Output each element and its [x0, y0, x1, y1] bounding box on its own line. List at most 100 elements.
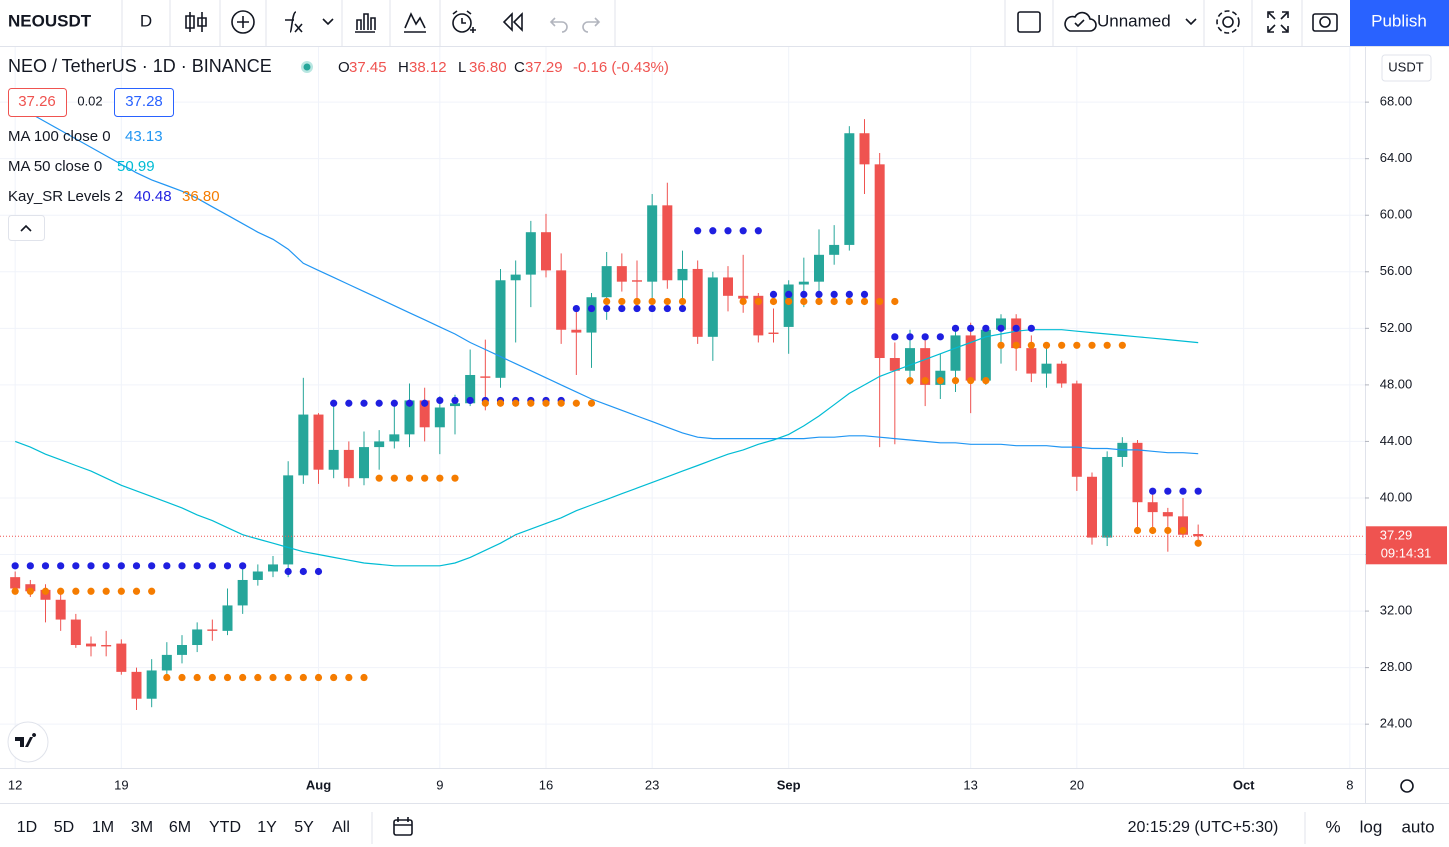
- layout-button[interactable]: [404, 12, 426, 33]
- symbol-search[interactable]: NEOUSDT: [8, 11, 92, 30]
- ask[interactable]: 37.28: [125, 93, 163, 110]
- candle-body: [950, 335, 961, 371]
- timeframe-button[interactable]: 5Y: [294, 819, 314, 836]
- x-tick-label: 16: [539, 777, 553, 792]
- currency-label[interactable]: USDT: [1388, 59, 1423, 74]
- candle-body: [495, 280, 506, 378]
- candle-body: [389, 434, 400, 442]
- candle-body: [556, 270, 567, 330]
- sr-level-dot: [284, 673, 292, 682]
- symbol-title: NEO / TetherUS · 1D · BINANCE: [8, 56, 272, 76]
- ohlc-key: C: [514, 59, 525, 76]
- publish-label[interactable]: Publish: [1371, 11, 1427, 30]
- sr-level-dot: [603, 304, 611, 313]
- candle-body: [146, 670, 157, 699]
- timeframe-button[interactable]: All: [332, 819, 350, 836]
- candle-body: [480, 376, 491, 378]
- compare-button[interactable]: [231, 10, 255, 34]
- sr-level-dot: [72, 587, 80, 595]
- grid: [0, 47, 1365, 768]
- timeframe-button[interactable]: 1Y: [257, 819, 277, 836]
- sr-level-dot: [587, 304, 596, 313]
- candle-body: [116, 643, 127, 672]
- sr-level-dot: [223, 562, 232, 570]
- sr-level-dot: [375, 474, 383, 482]
- sr-level-dot: [360, 673, 368, 682]
- sr-level-dot: [72, 562, 80, 570]
- templates-button[interactable]: [355, 13, 376, 33]
- sr-level-dot: [785, 290, 793, 299]
- candle-body: [161, 654, 172, 671]
- axis-settings[interactable]: [1400, 779, 1414, 793]
- date-range-button[interactable]: [393, 817, 413, 836]
- replay-button[interactable]: [502, 12, 523, 32]
- layout-name[interactable]: Unnamed: [1097, 11, 1171, 30]
- sell-box[interactable]: [8, 88, 67, 117]
- fullscreen-select-button[interactable]: [1017, 11, 1041, 33]
- sr-level-dot: [1118, 341, 1126, 349]
- sr-level-dot: [633, 297, 641, 306]
- timeframe-button[interactable]: YTD: [209, 819, 241, 836]
- fullscreen-button[interactable]: [1267, 11, 1289, 33]
- candle-body: [1056, 363, 1067, 384]
- x-tick-label: 13: [963, 777, 977, 792]
- sr-level-dot: [330, 673, 338, 682]
- redo-button[interactable]: [582, 17, 601, 33]
- sr-level-dot: [208, 673, 216, 682]
- timeframe-button[interactable]: 1M: [92, 819, 114, 836]
- collapse-icon[interactable]: [20, 224, 32, 232]
- scale-option[interactable]: log: [1360, 817, 1383, 836]
- y-tick-label: 60.00: [1380, 207, 1413, 222]
- indicator-value: 36.80: [182, 188, 220, 205]
- scale-option[interactable]: %: [1325, 817, 1340, 836]
- y-tick-label: 24.00: [1380, 716, 1413, 731]
- sr-level-dot: [997, 341, 1005, 349]
- layout-menu-arrow[interactable]: [1185, 18, 1197, 26]
- chart-style-button[interactable]: [185, 12, 207, 32]
- clock[interactable]: 20:15:29 (UTC+5:30): [1128, 819, 1279, 836]
- interval-button[interactable]: D: [140, 11, 152, 30]
- publish-button[interactable]: [1350, 0, 1449, 46]
- timeframe-button[interactable]: 6M: [169, 819, 191, 836]
- timeframe-button[interactable]: 1D: [17, 819, 37, 836]
- currency-button[interactable]: [1381, 54, 1432, 82]
- indicator-value: 40.48: [134, 188, 172, 205]
- sr-level-dot: [239, 562, 247, 570]
- sr-level-dot: [178, 562, 186, 570]
- tradingview-logo[interactable]: [7, 721, 49, 763]
- y-tick-label: 48.00: [1380, 376, 1413, 391]
- layout-save-button[interactable]: [1064, 11, 1097, 32]
- sr-level-dot: [314, 567, 323, 576]
- moving-average: [14, 329, 1199, 567]
- x-tick-label: Oct: [1233, 777, 1255, 792]
- buy-box[interactable]: [114, 88, 174, 117]
- indicator-name: Kay_SR Levels 2: [8, 188, 123, 205]
- indicators-button[interactable]: [285, 11, 334, 33]
- top-toolbar: NEOUSDT D Unnamed Publish: [0, 0, 1449, 47]
- sr-level-dot: [1012, 341, 1020, 349]
- alert-button[interactable]: [452, 10, 476, 33]
- timeframe-button[interactable]: 3M: [131, 819, 153, 836]
- sr-level-dot: [132, 562, 141, 570]
- change: -0.16 (-0.43%): [573, 59, 669, 76]
- candle-body: [510, 274, 521, 281]
- snapshot-button[interactable]: [1312, 13, 1338, 32]
- candle-body: [1026, 348, 1037, 374]
- sr-level-dot: [284, 567, 292, 576]
- ohlc-key: O: [338, 59, 350, 76]
- candle-body: [298, 414, 309, 476]
- undo-button[interactable]: [549, 17, 568, 33]
- timeframe-button[interactable]: 5D: [54, 819, 74, 836]
- scale-option[interactable]: auto: [1401, 817, 1434, 836]
- sr-level-dot: [936, 377, 944, 385]
- candle-body: [965, 335, 976, 381]
- sr-level-dot: [512, 399, 520, 407]
- bid[interactable]: 37.26: [18, 93, 56, 110]
- sr-level-dot: [421, 399, 429, 407]
- candle-body: [783, 284, 794, 327]
- collapse-legend[interactable]: [8, 215, 45, 241]
- sr-level-dot: [906, 333, 914, 341]
- settings-button[interactable]: [1216, 10, 1240, 34]
- sr-level-dot: [375, 399, 383, 407]
